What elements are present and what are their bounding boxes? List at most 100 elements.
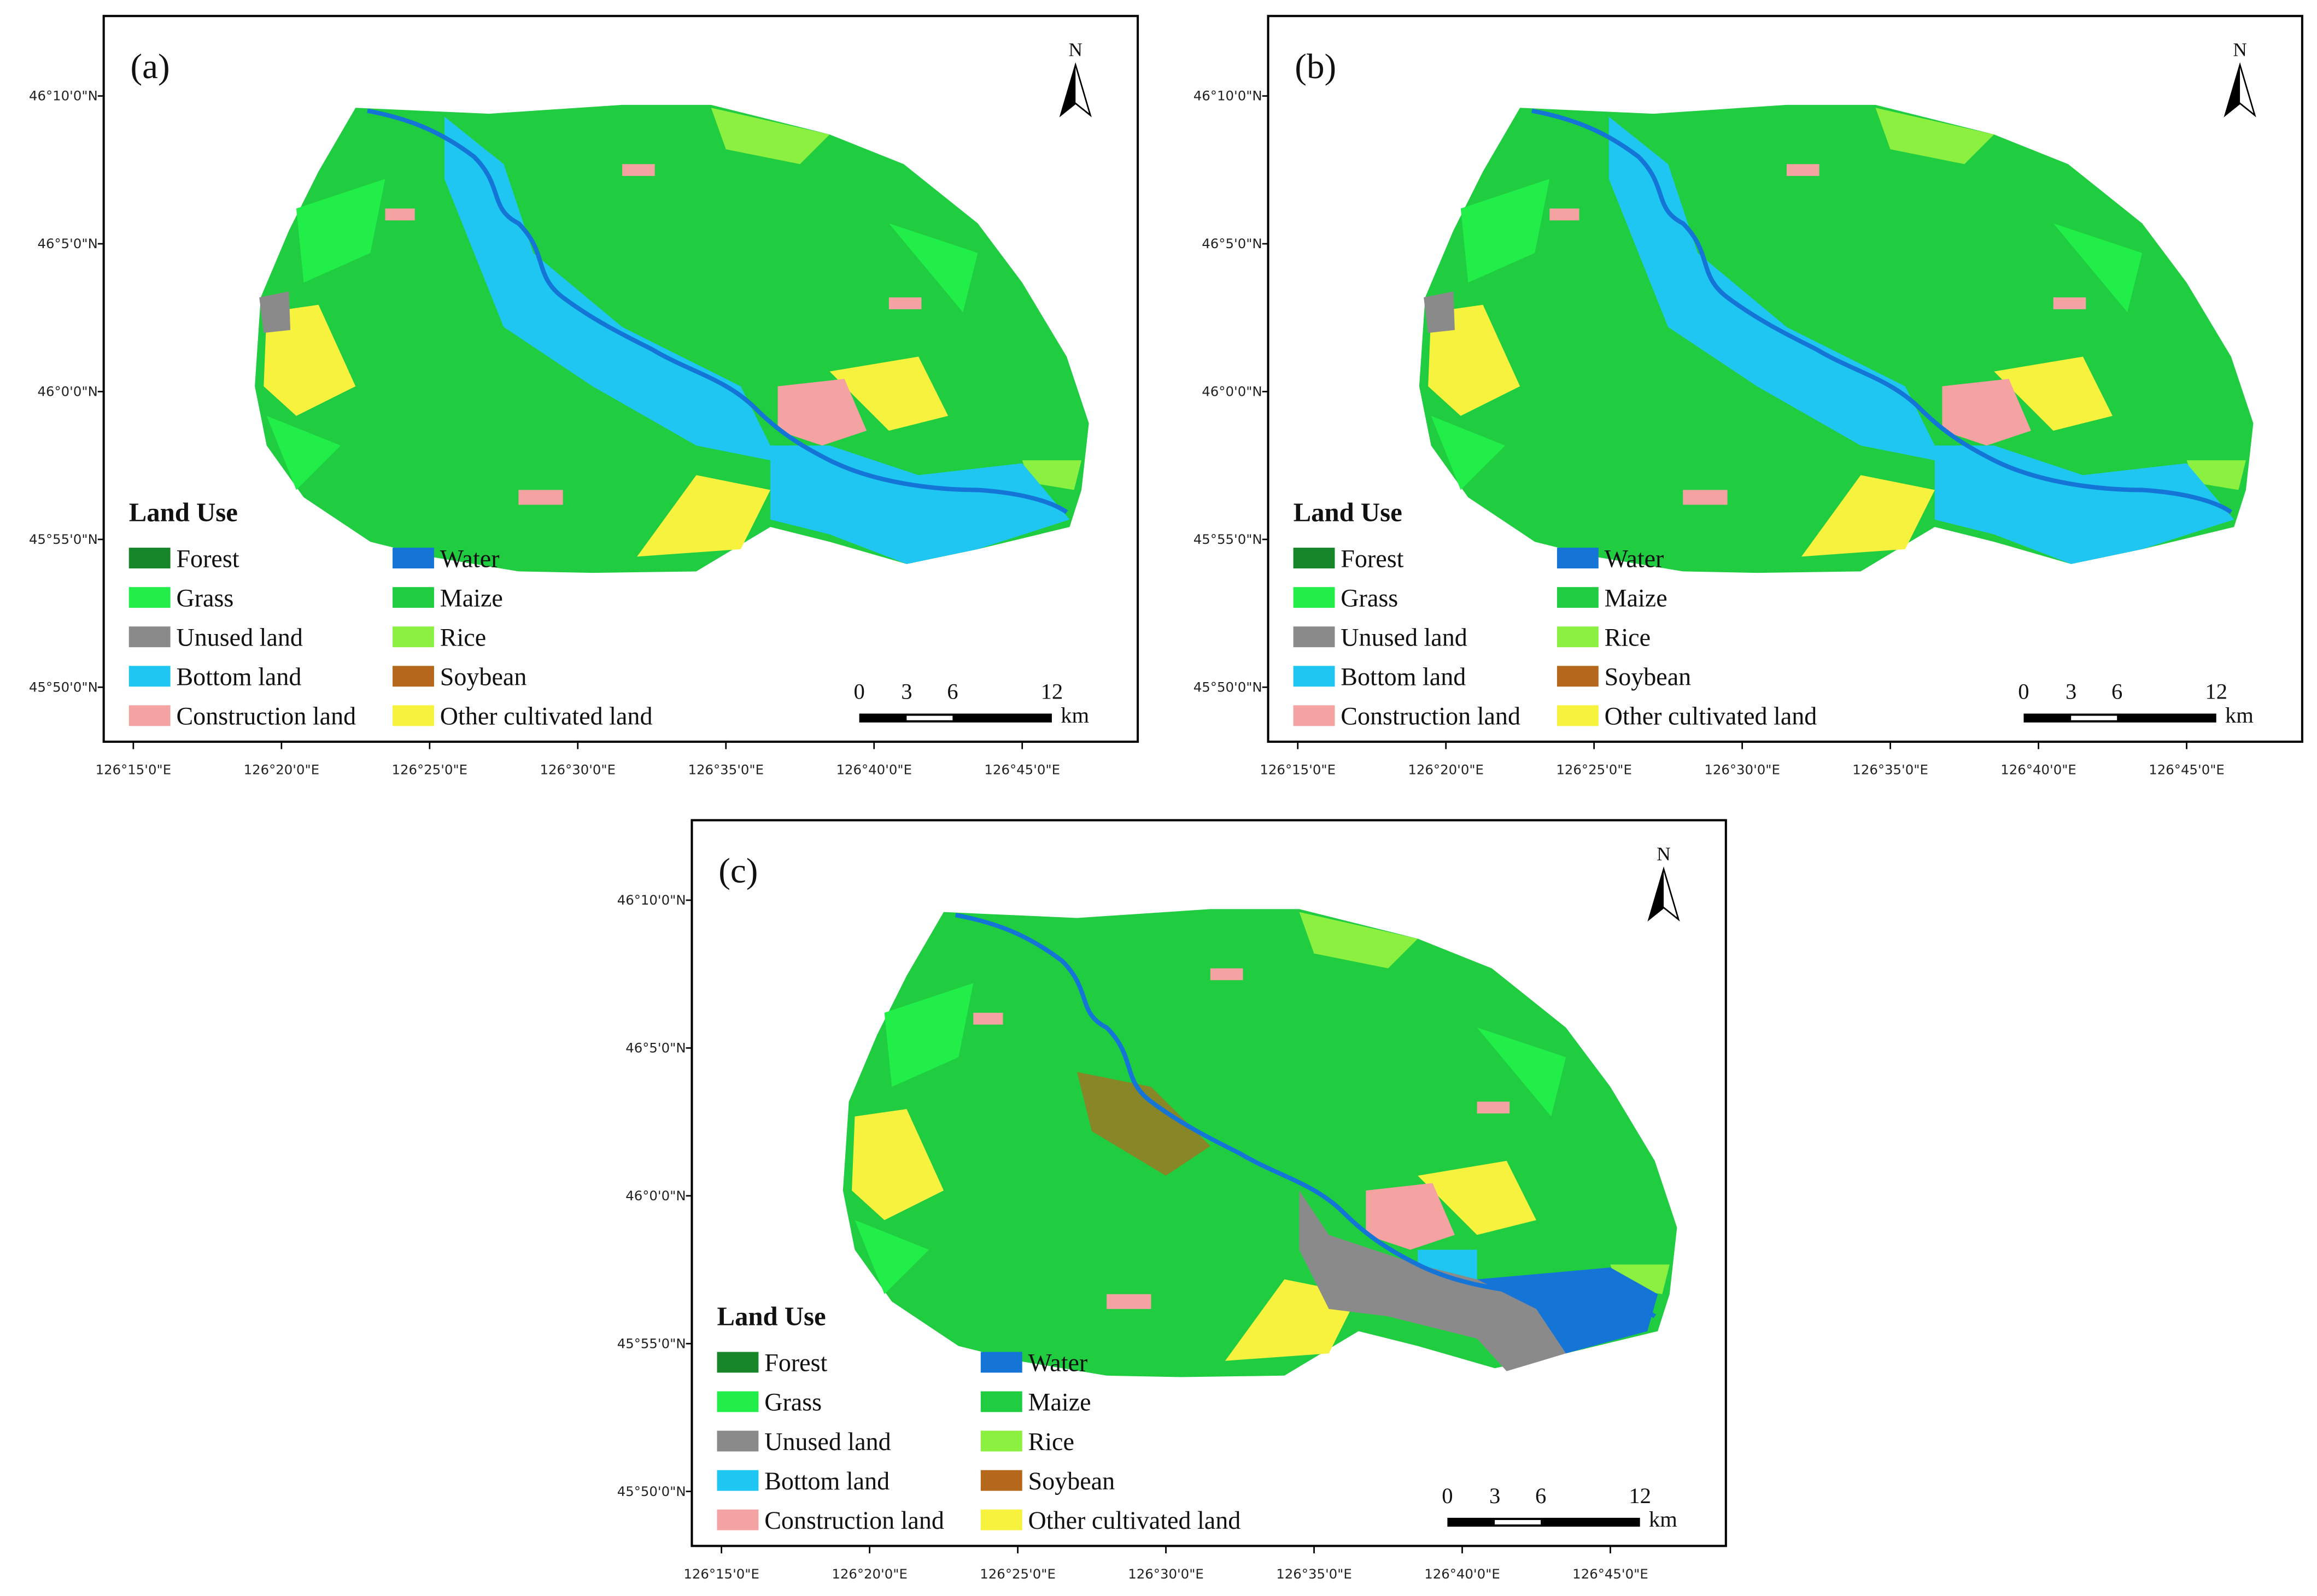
longitude-label: 126°35'0"E [1852,762,1928,778]
legend-label: Unused land [764,1428,891,1456]
north-label: N [2233,39,2246,60]
legend-swatch [717,1352,759,1373]
legend-swatch [717,1509,759,1530]
longitude-label: 126°25'0"E [1556,762,1632,778]
latitude-label: 45°55'0"N [617,1335,686,1351]
longitude-label: 126°30'0"E [1704,762,1780,778]
legend-label: Rice [440,623,486,651]
longitude-label: 126°15'0"E [1260,762,1336,778]
legend-swatch [717,1470,759,1491]
rice-patches [1299,912,1670,1294]
legend-swatch [980,1352,1022,1373]
longitude-label: 126°20'0"E [244,762,320,778]
legend-label: Construction land [176,702,356,730]
scale-bar-white [2071,715,2117,720]
legend-label: Rice [1028,1428,1074,1456]
longitude-label: 126°40'0"E [2000,762,2076,778]
legend-label: Forest [176,544,239,572]
scale-label: 12 [1041,679,1063,703]
scale-label: 3 [1489,1483,1500,1508]
latitude-label: 46°0'0"N [37,384,97,400]
legend-label: Soybean [440,663,527,691]
map-panel: N (c) 46°10'0"N 46°5'0"N 46°0'0"N 45°55'0"N 45… [617,819,1727,1582]
longitude-label: 126°30'0"E [540,762,616,778]
legend-label: Rice [1605,623,1651,651]
legend-swatch [1557,666,1599,687]
grass-patches [266,179,978,490]
map-panel: N (b) 46°10'0"N 46°5'0"N 46°0'0"N 45°55'0"N 45… [1193,15,2303,778]
legend-title: Land Use [1294,497,1402,527]
scale-label: 3 [901,679,912,703]
unused-land [1299,1190,1566,1371]
latitude-label: 46°5'0"N [625,1040,686,1056]
legend-swatch [128,705,171,726]
scale-label: 3 [2066,679,2076,703]
legend-swatch [980,1430,1022,1452]
scale-bar [1447,1517,1640,1527]
scale-bar [2023,713,2216,723]
latitude-label: 46°10'0"N [1193,88,1262,104]
longitude-label: 126°35'0"E [688,762,764,778]
longitude-label: 126°45'0"E [984,762,1060,778]
legend-swatch [393,548,434,568]
legend-label: Other cultivated land [440,702,653,730]
longitude-label: 126°15'0"E [96,762,172,778]
latitude-label: 46°0'0"N [1202,384,1262,400]
legend-label: Construction land [764,1506,944,1534]
longitude-label: 126°45'0"E [1572,1566,1648,1582]
scale-label: 0 [853,679,864,703]
legend-swatch [128,626,171,648]
scale-label: 12 [2205,679,2227,703]
legend-label: Other cultivated land [1605,702,1817,730]
rice-patches [1875,108,2246,490]
legend-label: Bottom land [764,1467,890,1495]
legend-swatch [393,705,434,726]
legend-swatch [128,666,171,687]
panel-label: (a) [130,47,169,86]
legend-swatch [980,1391,1022,1412]
legend-swatch [1293,548,1335,568]
latitude-label: 45°50'0"N [1193,679,1262,695]
legend-label: Bottom land [1341,663,1466,691]
scale-label: 12 [1629,1483,1651,1508]
scale-bar [859,713,1052,723]
north-arrow-fill [1061,64,1076,115]
unused-land [1424,291,1455,333]
north-arrow-fill [1648,869,1664,920]
legend-label: Grass [764,1388,822,1416]
legend-swatch [1293,705,1335,726]
latitude-label: 46°5'0"N [1202,236,1262,251]
north-label: N [1069,39,1083,60]
river [1531,108,2233,514]
latitude-label: 46°5'0"N [37,236,97,251]
unused-land [259,291,291,333]
legend-label: Other cultivated land [1028,1506,1241,1534]
bottom-land [1608,116,2234,564]
scale-label: 0 [1442,1483,1453,1508]
river [367,108,1068,514]
scale-label: 6 [2111,679,2122,703]
latitude-label: 46°10'0"N [617,892,686,908]
legend-swatch [128,587,171,608]
legend-swatch [1557,705,1599,726]
legend-label: Soybean [1605,663,1692,691]
legend-swatch [393,626,434,648]
scale-unit: km [1061,703,1089,727]
bottom-land [444,116,1070,564]
legend-label: Grass [176,584,233,612]
longitude-label: 126°35'0"E [1276,1566,1352,1582]
legend-label: Construction land [1341,702,1520,730]
longitude-label: 126°25'0"E [392,762,468,778]
longitude-label: 126°25'0"E [980,1566,1056,1582]
legend-label: Water [1028,1349,1088,1377]
water-body [1477,1267,1658,1354]
legend-label: Forest [764,1349,827,1377]
scale-bar-white [906,715,953,720]
legend-swatch [1557,548,1599,568]
longitude-label: 126°40'0"E [836,762,912,778]
scale-unit: km [1649,1507,1677,1532]
legend-swatch [717,1391,759,1412]
bottom-land [1418,1249,1477,1280]
